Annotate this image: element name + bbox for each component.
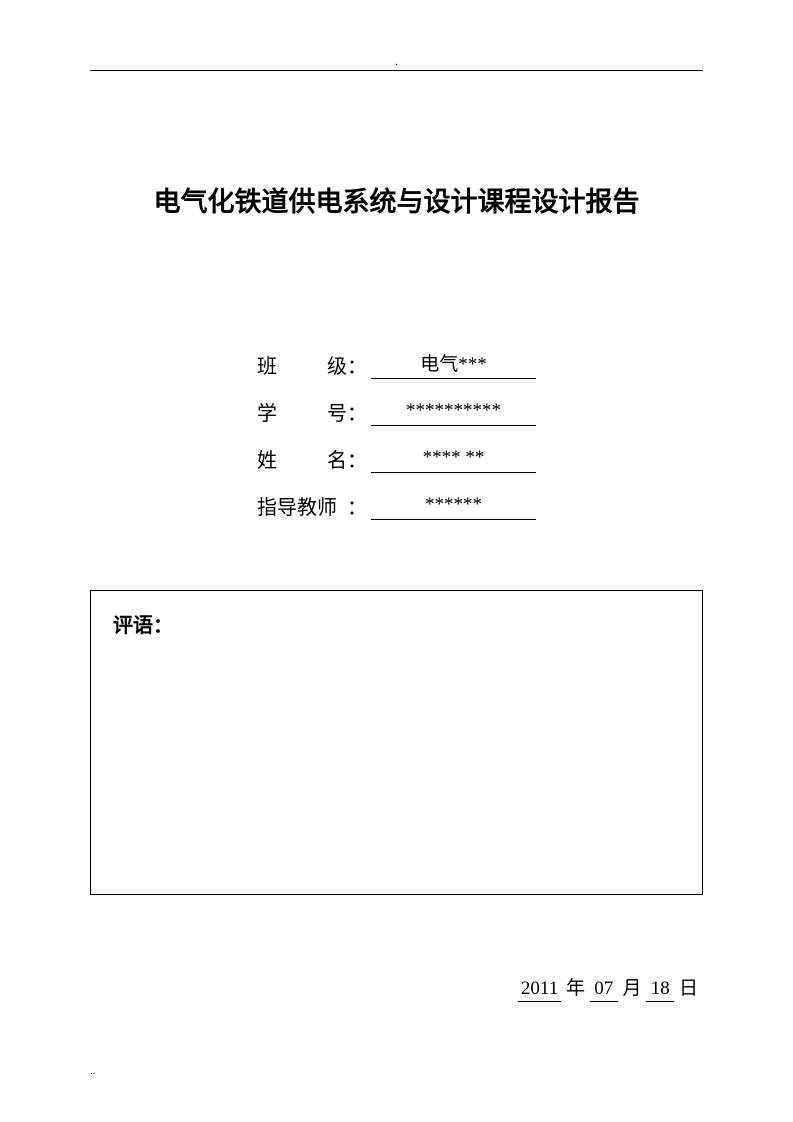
info-section: 班 级 ： 电气*** 学 号 ： ********** 姓 名 <box>90 349 703 520</box>
comment-box: 评语： <box>90 590 703 895</box>
page-container: . 电气化铁道供电系统与设计课程设计报告 班 级 ： 电气*** 学 号 ： *… <box>0 0 793 1122</box>
date-year-unit: 年 <box>566 978 585 999</box>
info-label-name: 姓 名 ： <box>257 444 371 473</box>
date-day-unit: 日 <box>679 978 698 999</box>
footer-dots: .. <box>90 1065 96 1077</box>
info-row-class: 班 级 ： 电气*** <box>257 349 536 379</box>
document-title: 电气化铁道供电系统与设计课程设计报告 <box>90 180 703 219</box>
info-value-class: 电气*** <box>371 349 536 379</box>
date-year: 2011 <box>518 978 561 1002</box>
info-label-advisor: 指导教师 ： <box>257 491 371 520</box>
date-section: 2011 年 07 月 18 日 <box>518 973 698 1002</box>
info-label-id: 学 号 ： <box>257 397 371 426</box>
date-month: 07 <box>590 978 618 1002</box>
info-row-advisor: 指导教师 ： ****** <box>257 491 536 520</box>
date-month-unit: 月 <box>622 978 641 999</box>
info-label-class: 班 级 ： <box>257 350 371 379</box>
header-line <box>90 70 703 71</box>
comment-label: 评语： <box>113 615 173 637</box>
info-row-id: 学 号 ： ********** <box>257 397 536 426</box>
date-day: 18 <box>646 978 674 1002</box>
info-value-name: **** ** <box>371 447 536 473</box>
info-row-name: 姓 名 ： **** ** <box>257 444 536 473</box>
info-value-id: ********** <box>371 400 536 426</box>
header-dot: . <box>395 56 398 68</box>
info-value-advisor: ****** <box>371 494 536 520</box>
